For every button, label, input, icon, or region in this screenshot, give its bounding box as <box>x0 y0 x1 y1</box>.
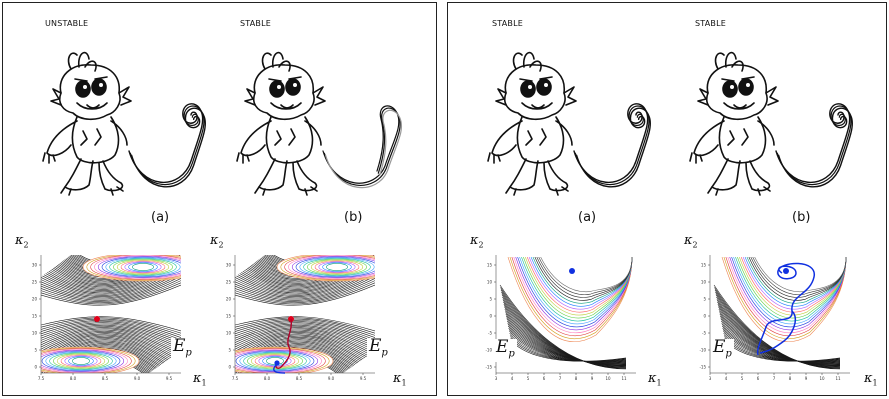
equilibrium-point <box>783 268 789 274</box>
svg-text:15: 15 <box>226 314 232 319</box>
svg-text:10: 10 <box>819 376 825 381</box>
svg-text:15: 15 <box>701 263 707 268</box>
contour-plot-stable: 3 4 5 6 7 8 9 10 11 -15 -10 -5 0 5 10 15 <box>485 255 636 381</box>
svg-text:6: 6 <box>543 376 546 381</box>
svg-text:6: 6 <box>757 376 760 381</box>
svg-text:5: 5 <box>703 297 706 302</box>
svg-text:8.0: 8.0 <box>264 376 271 381</box>
svg-text:-15: -15 <box>485 365 492 370</box>
state-label-stable: STABLE <box>240 19 272 28</box>
state-label-stable: STABLE <box>492 19 524 28</box>
energy-label: Ep <box>367 338 390 362</box>
x-axis-label: κ1 <box>648 371 662 388</box>
contour-plot-unstable: 7.5 8.0 8.5 9.0 9.5 0 5 10 15 20 25 30 <box>32 255 181 381</box>
equilibrium-point <box>569 268 575 274</box>
svg-text:7.5: 7.5 <box>232 376 239 381</box>
svg-text:15: 15 <box>32 314 38 319</box>
svg-text:5: 5 <box>489 297 492 302</box>
svg-text:0: 0 <box>489 314 492 319</box>
svg-text:30: 30 <box>32 263 38 268</box>
svg-text:8.5: 8.5 <box>102 376 109 381</box>
x-axis-label: κ1 <box>193 371 207 388</box>
svg-text:25: 25 <box>226 280 232 285</box>
svg-text:10: 10 <box>605 376 611 381</box>
svg-text:9: 9 <box>591 376 594 381</box>
svg-text:8: 8 <box>789 376 792 381</box>
x-axis-label: κ1 <box>393 371 407 388</box>
energy-label: Ep <box>171 338 194 362</box>
y-axis-label: κ2 <box>210 233 224 250</box>
svg-text:11: 11 <box>621 376 627 381</box>
trajectory-path <box>756 262 815 356</box>
svg-text:-10: -10 <box>485 348 492 353</box>
svg-text:11: 11 <box>835 376 841 381</box>
caption-a: (a) <box>151 210 170 225</box>
svg-text:10: 10 <box>32 331 38 336</box>
contour-plot-stable: 3 4 5 6 7 8 9 10 11 -15 -10 -5 0 5 10 15 <box>699 255 850 381</box>
equilibrium-point <box>94 316 100 322</box>
svg-text:25: 25 <box>32 280 38 285</box>
state-label-unstable: UNSTABLE <box>45 19 89 28</box>
svg-text:9.5: 9.5 <box>360 376 367 381</box>
state-label-stable: STABLE <box>695 19 727 28</box>
svg-text:0: 0 <box>703 314 706 319</box>
svg-text:20: 20 <box>32 297 38 302</box>
y-axis-label: κ2 <box>470 233 484 250</box>
svg-text:9: 9 <box>805 376 808 381</box>
svg-text:8.5: 8.5 <box>296 376 303 381</box>
svg-text:10: 10 <box>487 280 493 285</box>
monkey-illustration <box>487 51 652 196</box>
svg-text:-5: -5 <box>702 331 706 336</box>
svg-text:-10: -10 <box>699 348 706 353</box>
svg-text:9.0: 9.0 <box>134 376 141 381</box>
svg-text:7: 7 <box>559 376 562 381</box>
svg-text:9.5: 9.5 <box>166 376 173 381</box>
svg-text:4: 4 <box>725 376 728 381</box>
svg-text:5: 5 <box>527 376 530 381</box>
caption-b: (b) <box>344 210 363 225</box>
monkey-illustration <box>689 51 854 196</box>
caption-b: (b) <box>792 210 811 225</box>
trajectory-path <box>275 318 293 370</box>
left-figure-panel: UNSTABLE STABLE (a) (b) κ2 κ2 7.5 8.0 8.5 9… <box>2 2 437 396</box>
x-axis-label: κ1 <box>864 371 878 388</box>
y-axis-label: κ2 <box>684 233 698 250</box>
svg-text:8.0: 8.0 <box>70 376 77 381</box>
equilibrium-point <box>288 316 294 322</box>
svg-text:30: 30 <box>226 263 232 268</box>
svg-text:5: 5 <box>741 376 744 381</box>
monkey-illustration <box>236 51 403 196</box>
right-figure-panel: STABLE STABLE (a) (b) κ2 κ2 3 4 5 6 7 8 9 10 11 -… <box>447 2 887 396</box>
svg-text:0: 0 <box>34 365 37 370</box>
svg-text:10: 10 <box>226 331 232 336</box>
svg-text:0: 0 <box>228 365 231 370</box>
svg-text:9.0: 9.0 <box>328 376 335 381</box>
svg-text:5: 5 <box>34 348 37 353</box>
energy-label: Ep <box>711 339 734 363</box>
svg-text:20: 20 <box>226 297 232 302</box>
svg-text:3: 3 <box>495 376 498 381</box>
svg-text:7: 7 <box>773 376 776 381</box>
svg-text:15: 15 <box>487 263 493 268</box>
svg-text:4: 4 <box>511 376 514 381</box>
svg-text:7.5: 7.5 <box>38 376 45 381</box>
svg-text:3: 3 <box>709 376 712 381</box>
svg-text:-5: -5 <box>488 331 492 336</box>
energy-label: Ep <box>494 339 517 363</box>
monkey-illustration <box>42 51 207 196</box>
svg-text:8: 8 <box>575 376 578 381</box>
caption-a: (a) <box>578 210 597 225</box>
contour-plot-stable: 7.5 8.0 8.5 9.0 9.5 0 5 10 15 20 25 30 <box>226 255 375 381</box>
svg-text:-15: -15 <box>699 365 706 370</box>
svg-text:5: 5 <box>228 348 231 353</box>
svg-text:10: 10 <box>701 280 707 285</box>
y-axis-label: κ2 <box>15 233 29 250</box>
equilibrium-point <box>274 360 280 366</box>
